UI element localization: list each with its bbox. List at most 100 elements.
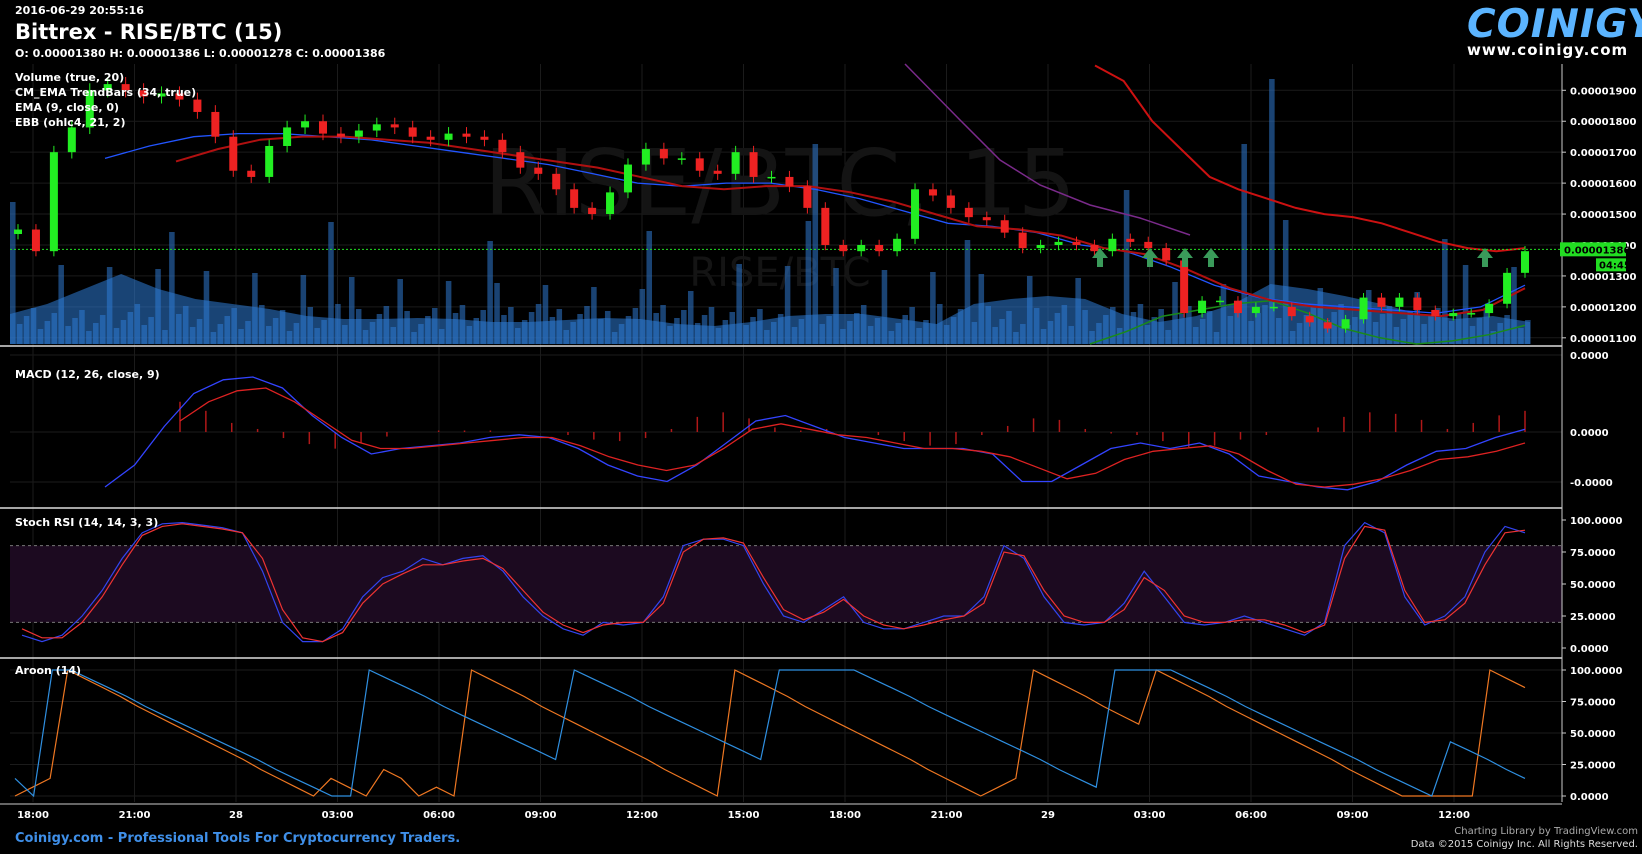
volume-band <box>10 274 1530 344</box>
candle-body <box>1269 306 1278 309</box>
candle-body <box>588 207 597 215</box>
candle-body <box>1054 241 1063 245</box>
candle-body <box>1395 297 1404 307</box>
coinigy-logo[interactable]: COINIGY <box>1467 2 1642 47</box>
candle-body <box>1090 244 1099 252</box>
watermark: RISE/BTC, 15 RISE/BTC <box>484 130 1076 296</box>
volume-bar <box>833 268 839 344</box>
aroon-tick-label: 0.0000 <box>1570 792 1609 803</box>
indicator-cm-ema-trendbars[interactable]: CM_EMA TrendBars (34, true) <box>15 86 197 99</box>
candle-body <box>623 164 632 193</box>
candle-body <box>229 136 238 171</box>
volume-bar <box>494 283 500 344</box>
indicator-ebb[interactable]: EBB (ohlc4, 21, 2) <box>15 116 126 129</box>
candle-body <box>318 121 327 134</box>
time-tick-label: 03:00 <box>322 810 354 821</box>
volume-bar <box>708 307 715 344</box>
candle-body <box>946 195 955 208</box>
candle-body <box>14 229 22 235</box>
candle-body <box>964 207 973 218</box>
indicator-stoch-rsi[interactable]: Stoch RSI (14, 14, 3, 3) <box>15 516 159 529</box>
volume-bar <box>1511 267 1517 344</box>
volume-bar <box>964 240 971 344</box>
ebb-upper-line <box>1094 64 1526 253</box>
candle-body <box>1018 232 1027 249</box>
candle-body <box>1359 297 1368 320</box>
candle-body <box>283 127 292 146</box>
candle-body <box>175 93 184 100</box>
candle-body <box>1485 303 1494 314</box>
buy-arrow-icon <box>1142 248 1158 267</box>
volume-bar <box>445 281 452 344</box>
stoch-tick-label: 50.0000 <box>1570 580 1616 591</box>
stoch-tick-label: 25.0000 <box>1570 612 1616 623</box>
volume-bar <box>805 221 812 344</box>
candle-body <box>641 149 650 165</box>
time-tick-label: 12:00 <box>1438 810 1470 821</box>
candle-body <box>749 152 758 177</box>
candle-body <box>1198 300 1207 314</box>
purple-line <box>904 63 1191 236</box>
countdown-label: 04:45 <box>1599 260 1631 271</box>
candle-body <box>821 207 830 245</box>
volume-bar <box>300 275 307 344</box>
aroon-tick-label: 25.0000 <box>1570 761 1616 772</box>
candle-body <box>49 152 58 252</box>
candle-body <box>301 121 310 128</box>
candle-body <box>731 152 740 174</box>
candle-body <box>695 158 704 171</box>
ebb-lower-line <box>1089 299 1526 345</box>
candle-body <box>211 111 220 137</box>
time-tick-label: 12:00 <box>626 810 658 821</box>
indicator-ema[interactable]: EMA (9, close, 0) <box>15 101 120 114</box>
aroon-tick-label: 100.0000 <box>1570 666 1623 677</box>
overlay-lines <box>10 63 1562 345</box>
stoch-band <box>10 545 1562 623</box>
footer-tradingview-credit[interactable]: Charting Library by TradingView.com <box>1454 826 1638 837</box>
candle-body <box>1287 306 1296 317</box>
volume-bar <box>397 279 403 344</box>
volume-bar <box>687 291 694 344</box>
macd-signal-line <box>179 387 1526 488</box>
time-tick-label: 09:00 <box>525 810 557 821</box>
volume-bar <box>930 272 936 344</box>
aroon-down-line <box>14 669 1526 798</box>
watermark-small: RISE/BTC <box>689 250 870 296</box>
candle-body <box>265 145 274 177</box>
candle-body <box>498 139 507 153</box>
coinigy-url[interactable]: www.coinigy.com <box>1467 41 1629 59</box>
candle-body <box>606 192 615 215</box>
indicator-volume[interactable]: Volume (true, 20) <box>15 71 125 84</box>
volume-bar <box>1241 144 1247 344</box>
price-tick-label: 0.00001600 <box>1570 179 1636 190</box>
price-tick-label: 0.00001300 <box>1570 272 1636 283</box>
candle-body <box>1180 260 1189 314</box>
time-tick-label: 15:00 <box>728 810 760 821</box>
ema-line <box>104 132 1526 314</box>
footer-tagline[interactable]: Coinigy.com - Professional Tools For Cry… <box>15 831 461 846</box>
time-tick-label: 03:00 <box>1134 810 1166 821</box>
candle-body <box>1521 251 1529 273</box>
candle-body <box>1144 241 1153 249</box>
candle-body <box>1377 297 1386 307</box>
indicator-aroon[interactable]: Aroon (14) <box>15 664 82 677</box>
candle-body <box>480 136 489 140</box>
chart-title: Bittrex - RISE/BTC (15) <box>15 20 283 44</box>
stoch-k-line <box>21 521 1526 643</box>
macd-tick-label: 0.0000 <box>1570 351 1609 362</box>
volume-bar <box>639 289 646 344</box>
indicator-macd[interactable]: MACD (12, 26, close, 9) <box>15 368 160 381</box>
time-tick-label: 06:00 <box>1235 810 1267 821</box>
time-tick-label: 29 <box>1041 810 1055 821</box>
price-tick-label: 0.00001100 <box>1570 334 1636 345</box>
candle-body <box>767 176 776 179</box>
candle-body <box>354 130 363 137</box>
price-tick-label: 0.00001700 <box>1570 148 1636 159</box>
volume-bar <box>169 232 175 344</box>
ohlc-readout: O: 0.00001380 H: 0.00001386 L: 0.0000127… <box>15 47 386 60</box>
volume-bar <box>1442 239 1448 344</box>
buy-arrow-icon <box>1177 248 1193 267</box>
candle-body <box>1413 297 1422 310</box>
candle-body <box>875 244 884 252</box>
